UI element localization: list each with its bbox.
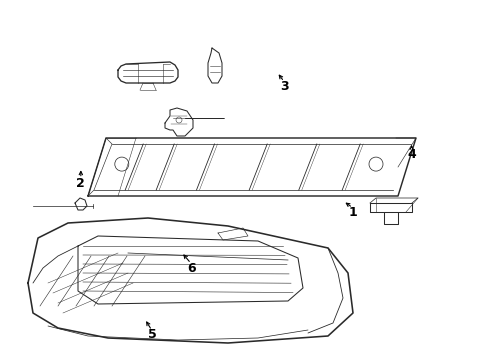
Text: 4: 4 [407,148,416,161]
Text: 3: 3 [280,80,289,93]
Text: 6: 6 [187,262,196,275]
Text: 1: 1 [348,206,357,219]
Text: 2: 2 [76,177,85,190]
Text: 5: 5 [147,328,156,341]
